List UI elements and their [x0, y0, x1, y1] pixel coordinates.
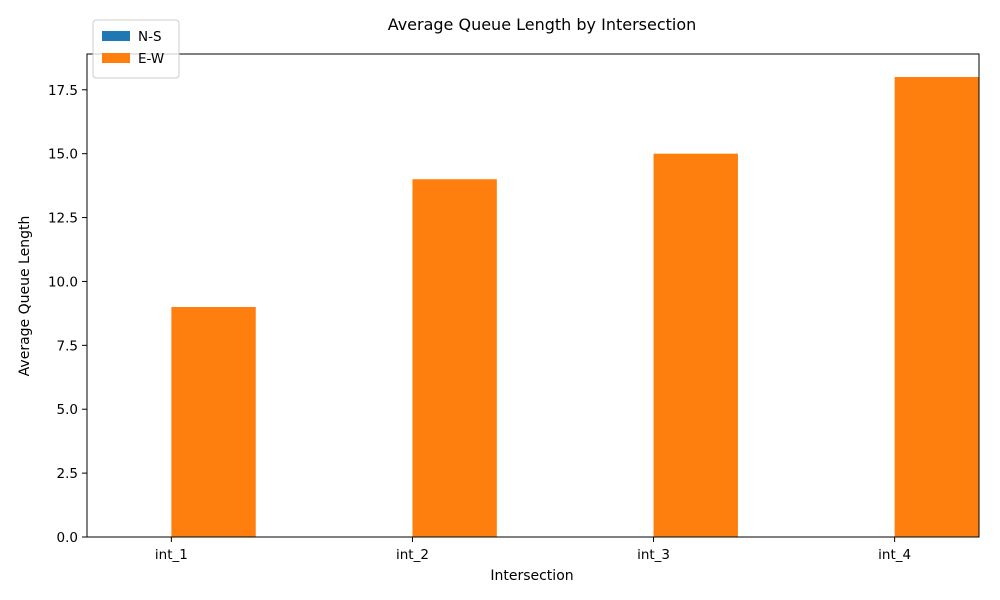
y-tick-label: 2.5: [57, 466, 78, 482]
y-tick-label: 7.5: [57, 338, 78, 354]
y-axis: 0.0 2.5 5.0 7.5 10.0 12.5 15.0 17.5: [48, 83, 87, 546]
y-tick-label: 0.0: [57, 530, 78, 546]
chart-title: Average Queue Length by Intersection: [388, 15, 697, 34]
x-tick-label: int_2: [396, 547, 429, 563]
legend-label-E-W: E-W: [138, 51, 164, 67]
legend: N-S E-W: [92, 19, 180, 79]
plot-frame: [86, 53, 980, 538]
x-axis-title: Intersection: [490, 568, 573, 584]
bar-E-W-int_3: [653, 153, 738, 537]
legend-swatch-E-W: [102, 53, 130, 63]
legend-label-N-S: N-S: [138, 29, 162, 45]
bar-E-W-int_2: [412, 179, 497, 537]
x-tick-label: int_3: [637, 547, 670, 563]
y-axis-title: Average Queue Length: [17, 216, 33, 377]
legend-swatch-N-S: [102, 31, 130, 41]
y-tick-label: 12.5: [48, 211, 78, 227]
x-tick-label: int_4: [878, 547, 911, 563]
bars-group: [171, 77, 979, 537]
bar-E-W-int_1: [171, 307, 256, 537]
y-tick-label: 17.5: [48, 83, 78, 99]
y-tick-label: 5.0: [57, 402, 78, 418]
x-axis: int_1 int_2 int_3 int_4: [155, 537, 911, 563]
x-tick-label: int_1: [155, 547, 188, 563]
y-tick-label: 15.0: [48, 147, 78, 163]
legend-box: [92, 19, 180, 79]
y-tick-label: 10.0: [48, 274, 78, 290]
bar-E-W-int_4: [894, 77, 979, 537]
